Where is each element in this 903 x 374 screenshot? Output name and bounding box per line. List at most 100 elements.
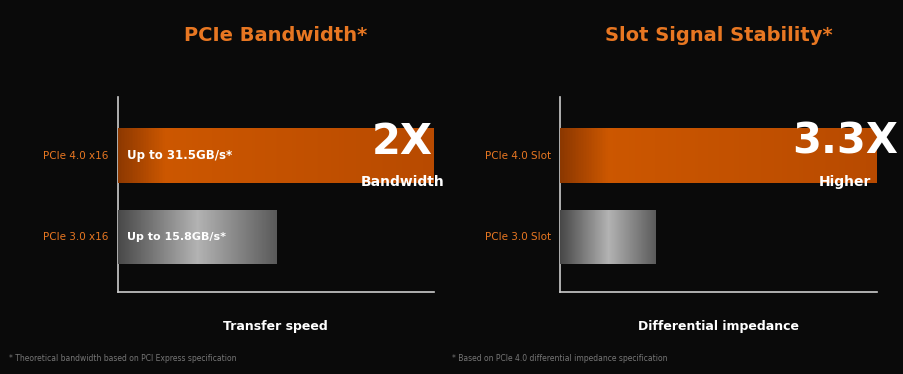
Bar <box>636 128 638 183</box>
Bar <box>404 128 405 183</box>
Text: Bandwidth: Bandwidth <box>360 175 443 189</box>
Bar <box>701 128 703 183</box>
Bar <box>351 128 353 183</box>
Bar <box>402 128 404 183</box>
Bar <box>147 128 149 183</box>
Bar <box>813 128 815 183</box>
Bar <box>623 128 625 183</box>
Bar <box>645 128 647 183</box>
Bar <box>324 128 326 183</box>
Bar <box>631 128 632 183</box>
Bar <box>805 128 806 183</box>
Bar <box>789 128 791 183</box>
Bar <box>374 128 375 183</box>
Bar <box>802 128 804 183</box>
Bar <box>564 128 566 183</box>
Bar <box>200 128 201 183</box>
Bar <box>345 128 347 183</box>
Bar <box>185 128 187 183</box>
Bar <box>560 128 562 183</box>
Bar <box>827 128 829 183</box>
Bar <box>157 128 159 183</box>
Bar <box>419 128 421 183</box>
Bar <box>867 128 868 183</box>
Bar <box>286 128 288 183</box>
Bar <box>250 128 252 183</box>
Text: * Theoretical bandwidth based on PCI Express specification: * Theoretical bandwidth based on PCI Exp… <box>9 354 237 363</box>
Bar <box>267 128 269 183</box>
Bar <box>176 128 177 183</box>
Bar <box>275 128 277 183</box>
Bar <box>273 128 274 183</box>
Bar <box>633 128 634 183</box>
Bar <box>149 128 151 183</box>
Bar <box>427 128 429 183</box>
Bar <box>370 128 372 183</box>
Bar <box>851 128 852 183</box>
Bar <box>195 128 196 183</box>
Bar <box>130 128 132 183</box>
Bar <box>236 128 237 183</box>
Bar <box>667 128 669 183</box>
Text: Higher: Higher <box>818 175 870 189</box>
Bar <box>311 128 312 183</box>
Bar <box>601 128 602 183</box>
Bar <box>296 128 298 183</box>
Bar <box>242 128 244 183</box>
Bar <box>328 128 329 183</box>
Bar <box>653 128 655 183</box>
Bar <box>707 128 708 183</box>
Bar <box>170 128 172 183</box>
Bar <box>768 128 770 183</box>
Bar <box>675 128 677 183</box>
Bar <box>313 128 315 183</box>
Bar <box>721 128 722 183</box>
Bar <box>840 128 842 183</box>
Bar <box>715 128 716 183</box>
Bar <box>348 128 349 183</box>
Bar <box>343 128 345 183</box>
Bar <box>391 128 392 183</box>
Bar <box>846 128 847 183</box>
Bar <box>154 128 155 183</box>
Bar <box>122 128 124 183</box>
Bar <box>821 128 822 183</box>
Bar <box>377 128 378 183</box>
Bar <box>874 128 876 183</box>
Bar <box>619 128 621 183</box>
Text: PCIe 3.0 Slot: PCIe 3.0 Slot <box>484 232 551 242</box>
Bar <box>208 128 209 183</box>
Bar <box>334 128 336 183</box>
Bar <box>375 128 377 183</box>
Bar <box>729 128 731 183</box>
Bar <box>728 128 729 183</box>
Bar <box>770 128 772 183</box>
Bar <box>642 128 644 183</box>
Bar <box>781 128 783 183</box>
Bar <box>138 128 139 183</box>
Bar <box>816 128 817 183</box>
Bar <box>119 128 121 183</box>
Bar <box>672 128 674 183</box>
Bar <box>359 128 360 183</box>
Bar <box>229 128 231 183</box>
Bar <box>252 128 253 183</box>
Bar <box>627 128 628 183</box>
Bar <box>638 128 639 183</box>
Bar <box>625 128 627 183</box>
Bar <box>291 128 293 183</box>
Bar <box>610 128 612 183</box>
Bar <box>288 128 290 183</box>
Bar <box>387 128 389 183</box>
Bar <box>307 128 309 183</box>
Bar <box>811 128 813 183</box>
Bar <box>871 128 872 183</box>
Bar <box>399 128 400 183</box>
Bar <box>606 128 608 183</box>
Bar <box>136 128 138 183</box>
Bar <box>284 128 285 183</box>
Text: PCIe 4.0 Slot: PCIe 4.0 Slot <box>484 151 551 160</box>
Bar <box>829 128 830 183</box>
Bar <box>353 128 354 183</box>
Bar <box>366 128 367 183</box>
